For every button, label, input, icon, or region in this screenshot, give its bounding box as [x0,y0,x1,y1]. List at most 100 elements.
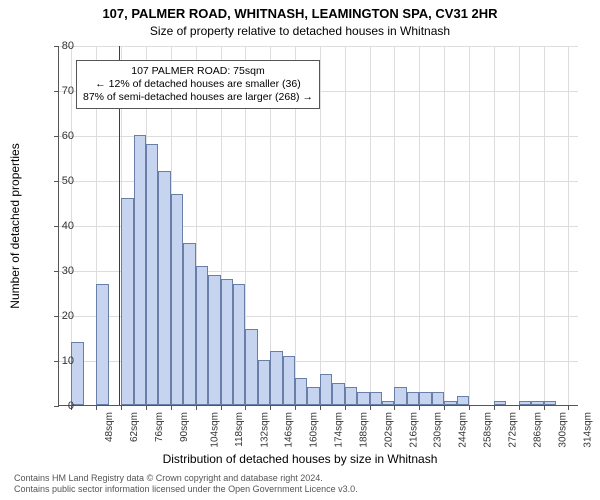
histogram-bar [121,198,133,405]
x-tick-label: 160sqm [309,412,320,448]
y-tick-label: 40 [44,220,74,232]
histogram-bar [519,401,531,406]
y-tick-label: 50 [44,175,74,187]
x-tick-label: 90sqm [179,412,190,442]
x-tick-mark [146,405,147,410]
chart-subtitle: Size of property relative to detached ho… [0,24,600,38]
histogram-bar [370,392,382,406]
histogram-bar [457,396,469,405]
histogram-bar [419,392,431,406]
histogram-bar [196,266,208,406]
x-tick-mark [196,405,197,410]
x-tick-label: 216sqm [408,412,419,448]
marker-callout: 107 PALMER ROAD: 75sqm← 12% of detached … [76,60,320,109]
x-tick-mark [494,405,495,410]
x-tick-mark [544,405,545,410]
x-tick-mark [320,405,321,410]
gridline-v [568,46,569,405]
histogram-bar [382,401,394,406]
x-tick-label: 286sqm [532,412,543,448]
x-tick-mark [295,405,296,410]
x-tick-mark [568,405,569,410]
x-tick-mark [394,405,395,410]
x-tick-label: 104sqm [209,412,220,448]
histogram-bar [233,284,245,406]
y-tick-label: 20 [44,310,74,322]
x-tick-mark [121,405,122,410]
gridline-v [345,46,346,405]
x-tick-mark [221,405,222,410]
x-tick-label: 230sqm [433,412,444,448]
x-tick-label: 118sqm [233,412,244,447]
histogram-bar [270,351,282,405]
gridline-v [320,46,321,405]
histogram-bar [171,194,183,406]
histogram-bar [208,275,220,406]
gridline-v [370,46,371,405]
x-tick-label: 132sqm [259,412,270,448]
histogram-bar [146,144,158,405]
histogram-bar [345,387,357,405]
x-tick-label: 202sqm [383,412,394,448]
y-tick-label: 30 [44,265,74,277]
x-tick-label: 300sqm [557,412,568,448]
x-tick-label: 174sqm [334,412,345,448]
x-tick-mark [419,405,420,410]
gridline-v [419,46,420,405]
gridline-h [59,46,578,47]
y-tick-label: 60 [44,130,74,142]
histogram-bar [407,392,419,406]
data-credits: Contains HM Land Registry data © Crown c… [14,473,358,494]
x-tick-label: 146sqm [284,412,295,448]
histogram-bar [357,392,369,406]
x-tick-mark [519,405,520,410]
histogram-bar [283,356,295,406]
histogram-bar [320,374,332,406]
gridline-v [494,46,495,405]
x-tick-label: 244sqm [458,412,469,448]
gridline-v [544,46,545,405]
histogram-bar [544,401,556,406]
x-axis-label: Distribution of detached houses by size … [0,452,600,466]
histogram-bar [258,360,270,405]
x-tick-mark [270,405,271,410]
gridline-v [444,46,445,405]
x-tick-mark [96,405,97,410]
x-tick-mark [245,405,246,410]
y-tick-label: 80 [44,40,74,52]
gridline-v [469,46,470,405]
x-tick-mark [444,405,445,410]
y-tick-label: 0 [44,400,74,412]
histogram-bar [158,171,170,405]
histogram-bar [307,387,319,405]
x-tick-label: 314sqm [582,412,593,448]
x-tick-mark [345,405,346,410]
credit-line-2: Contains public sector information licen… [14,484,358,494]
histogram-bar [71,342,83,405]
histogram-bar [245,329,257,406]
histogram-bar [494,401,506,406]
x-tick-label: 62sqm [129,412,140,442]
histogram-bar [432,392,444,406]
x-tick-mark [469,405,470,410]
x-tick-mark [370,405,371,410]
histogram-bar [444,401,456,406]
x-tick-label: 272sqm [508,412,519,448]
y-tick-label: 70 [44,85,74,97]
histogram-bar [295,378,307,405]
callout-line: 107 PALMER ROAD: 75sqm [83,65,313,78]
histogram-bar [531,401,543,406]
x-tick-mark [171,405,172,410]
histogram-bar [332,383,344,406]
y-axis-label: Number of detached properties [8,143,22,308]
gridline-v [394,46,395,405]
histogram-bar [183,243,195,405]
chart-title-address: 107, PALMER ROAD, WHITNASH, LEAMINGTON S… [0,6,600,21]
gridline-v [519,46,520,405]
callout-line: ← 12% of detached houses are smaller (36… [83,78,313,91]
histogram-bar [96,284,108,406]
credit-line-1: Contains HM Land Registry data © Crown c… [14,473,358,483]
x-tick-label: 48sqm [104,412,115,442]
x-tick-label: 258sqm [483,412,494,448]
histogram-bar [134,135,146,405]
